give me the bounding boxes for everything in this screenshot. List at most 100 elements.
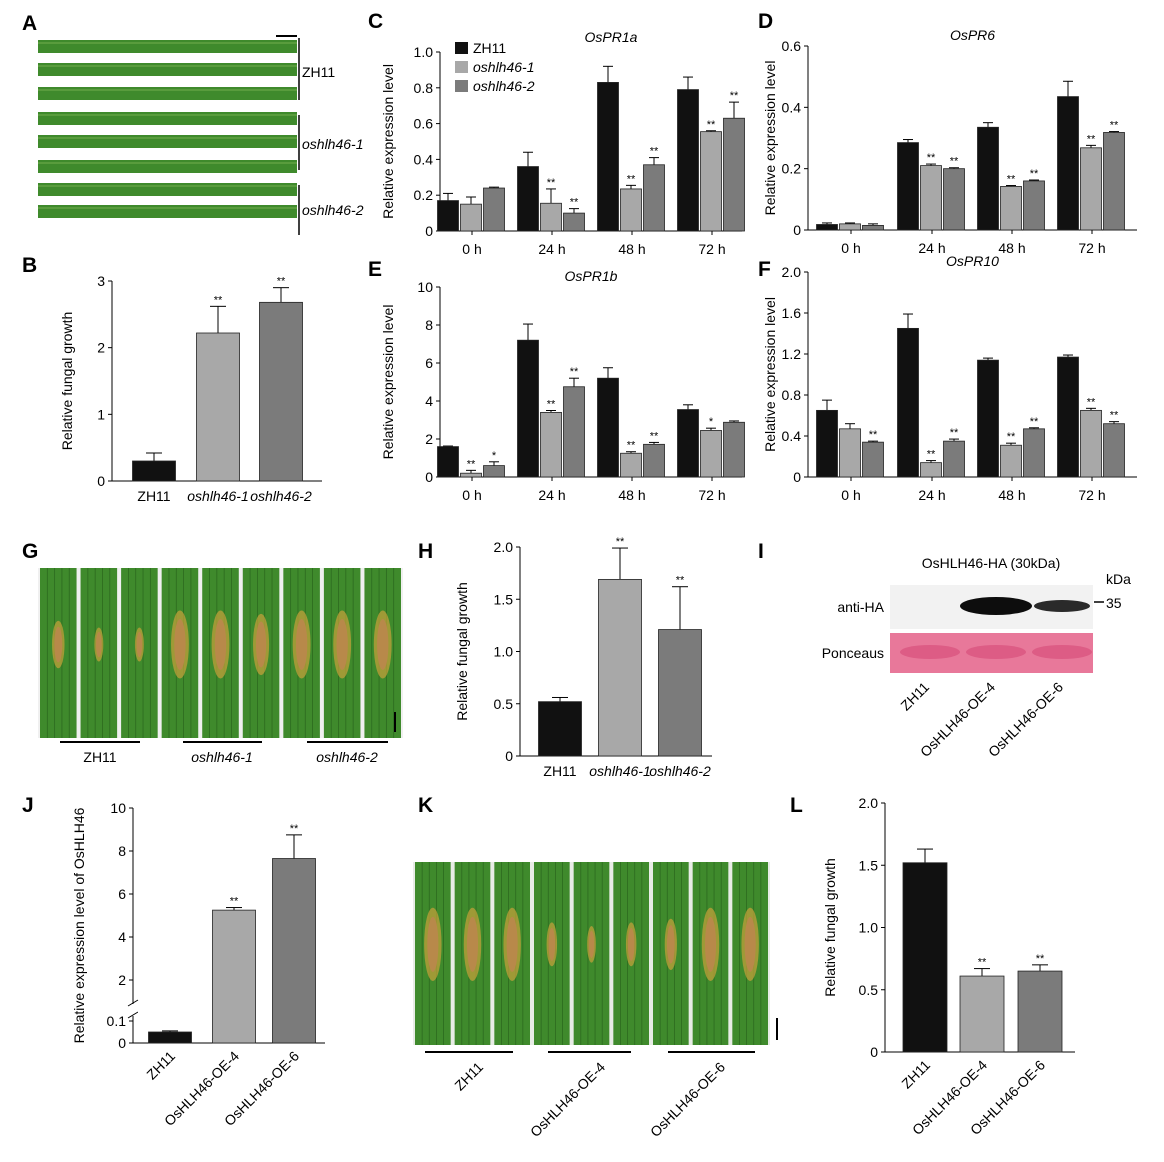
bar-zh11 xyxy=(816,409,838,478)
lesion xyxy=(136,631,143,658)
y-tick-label: 1.0 xyxy=(859,920,879,936)
y-tick-label: 4 xyxy=(118,929,126,945)
x-tick-label: ZH11 xyxy=(143,1048,178,1083)
chart-f: 0 0.4 0.8 1.2 1.6 2.0 Relative expression leve… xyxy=(762,253,1137,503)
leaf-strip xyxy=(38,205,297,218)
panel-label-j: J xyxy=(22,794,34,817)
bar-oshlh46-1 xyxy=(598,578,642,757)
panel-label-c: C xyxy=(368,10,383,33)
y-tick-label: 0 xyxy=(870,1044,878,1060)
y-tick-label: 0.4 xyxy=(414,151,434,167)
y-tick-label: 8 xyxy=(118,843,126,859)
legend-swatch xyxy=(455,80,468,92)
panel-label-i: I xyxy=(758,540,764,563)
bar-zh11 xyxy=(677,89,699,232)
lesion xyxy=(54,626,63,663)
y-tick-label: 0.5 xyxy=(494,696,514,712)
y-tick-label: 0.4 xyxy=(782,428,802,444)
axis-break-mark xyxy=(127,999,139,1007)
significance-mark: ** xyxy=(1087,133,1096,145)
lesion xyxy=(174,619,186,670)
leaf-strip xyxy=(38,63,297,76)
chart-title: OsPR1b xyxy=(565,268,618,284)
x-tick-label: 0 h xyxy=(462,241,481,257)
x-tick-label: oshlh46-1 xyxy=(589,763,651,779)
y-tick-label: 1.2 xyxy=(782,346,802,362)
chart-j: 0 0.1 2 4 6 8 10 Relative expression level of O… xyxy=(71,800,330,1129)
bar-oshlh46-1 xyxy=(920,165,942,231)
photo-a-label-zh11: ZH11 xyxy=(302,64,335,80)
bar-zh11 xyxy=(437,200,459,232)
x-tick-label: 0 h xyxy=(462,487,481,503)
photo-k xyxy=(413,862,778,1053)
chart-h: 0 0.5 1.0 1.5 2.0 Relative fungal growth ZH11 *… xyxy=(454,536,712,779)
leaf-strip xyxy=(38,135,297,148)
bar-oshlh46-2 xyxy=(563,386,585,478)
significance-mark: ** xyxy=(1007,174,1016,186)
y-tick-label: 3 xyxy=(97,273,105,289)
significance-mark: ** xyxy=(950,427,959,439)
bar-zh11 xyxy=(897,327,919,478)
panel-label-e: E xyxy=(368,258,382,281)
significance-mark: ** xyxy=(650,146,659,158)
y-tick-label: 0 xyxy=(118,1035,126,1051)
significance-mark: ** xyxy=(214,294,223,306)
chart-title: OsPR10 xyxy=(946,253,999,269)
lesion xyxy=(666,925,675,964)
significance-mark: ** xyxy=(1007,431,1016,443)
x-tick-label: 0 h xyxy=(841,240,860,256)
significance-mark: ** xyxy=(277,276,286,288)
leaf-highlight xyxy=(38,185,297,187)
panel-label-a: A xyxy=(22,12,37,35)
y-tick-label: 2.0 xyxy=(859,795,879,811)
y-tick-label: 0 xyxy=(793,469,801,485)
significance-mark: ** xyxy=(650,430,659,442)
significance-mark: * xyxy=(492,450,497,462)
bar-zh11 xyxy=(132,460,176,482)
legend-label: oshlh46-2 xyxy=(473,78,535,94)
x-tick-label: ZH11 xyxy=(543,763,576,779)
bar-zh11 xyxy=(977,126,999,231)
significance-mark: ** xyxy=(1030,416,1039,428)
bar-oshlh46-1 xyxy=(839,223,861,231)
x-tick-label: 48 h xyxy=(998,240,1025,256)
bar-oshlh46-2 xyxy=(643,164,665,232)
bar-zh11 xyxy=(897,142,919,231)
significance-mark: ** xyxy=(707,119,716,131)
photo-k-label-zh11: ZH11 xyxy=(451,1059,486,1094)
y-tick-label: 0.5 xyxy=(859,982,879,998)
ponceau-band xyxy=(900,645,960,659)
blot-band-oe4 xyxy=(960,597,1032,615)
y-tick-label: 0.6 xyxy=(414,116,434,132)
leaf-highlight xyxy=(38,137,297,139)
panel-label-g: G xyxy=(22,540,38,563)
bar-oshlh46-2 xyxy=(723,117,745,232)
bar-oshlh46-1 xyxy=(700,131,722,232)
leaf-highlight xyxy=(38,114,297,116)
significance-mark: ** xyxy=(547,399,556,411)
y-tick-label: 1.5 xyxy=(494,591,514,607)
significance-mark: * xyxy=(709,416,714,428)
panel-label-d: D xyxy=(758,10,773,33)
y-tick-label: 1.6 xyxy=(782,305,802,321)
blot-row-ponceaus: Ponceaus xyxy=(822,645,884,661)
bar-zh11 xyxy=(816,224,838,231)
significance-mark: ** xyxy=(290,823,299,835)
significance-mark: ** xyxy=(230,896,239,908)
legend-swatch xyxy=(455,42,468,54)
blot-row-anti-ha: anti-HA xyxy=(837,599,884,615)
y-tick-label: 1.5 xyxy=(859,857,879,873)
bar-oshlh46-oe-4 xyxy=(959,975,1005,1053)
axis-break-mark xyxy=(127,1011,139,1019)
y-axis-label: Relative expression level xyxy=(762,297,778,452)
y-axis-label: Relative fungal growth xyxy=(59,312,75,451)
x-tick-label: 72 h xyxy=(698,487,725,503)
y-tick-label: 10 xyxy=(417,279,433,295)
bar-oshlh46-1 xyxy=(1000,186,1022,231)
y-tick-label: 4 xyxy=(425,393,433,409)
legend-label: ZH11 xyxy=(473,40,506,56)
y-tick-label: 0.2 xyxy=(414,187,434,203)
bar-zh11 xyxy=(597,82,619,232)
